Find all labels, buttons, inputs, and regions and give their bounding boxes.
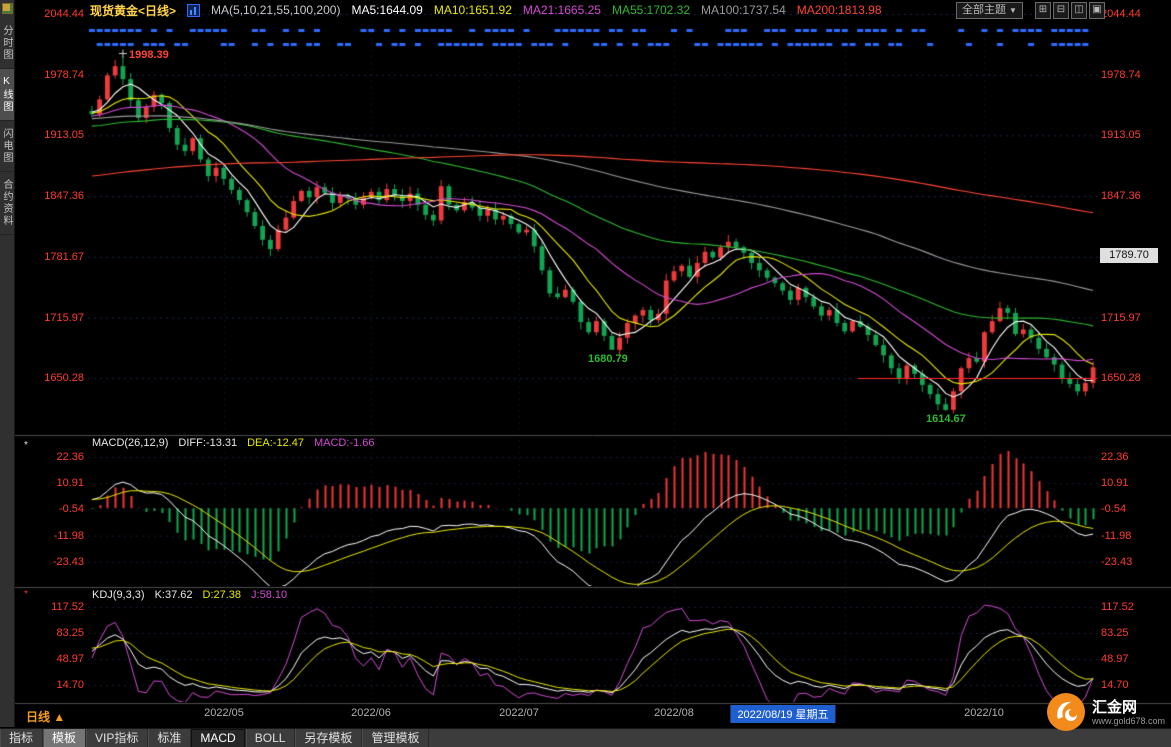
price-alert-badge: 1789.70 (1100, 248, 1158, 263)
symbol-title: 现货黄金<日线> (90, 2, 176, 19)
sidebar-item-timeline-chart[interactable]: 分时图 (0, 18, 14, 69)
d-value: D:27.38 (203, 589, 242, 601)
macd-tick-right: -0.54 (1101, 503, 1165, 515)
app-icon (2, 3, 13, 14)
j-value: J:58.10 (251, 589, 287, 601)
left-toolbar: 分时图 K线图 闪电图 合约资料 (0, 0, 15, 727)
price-tick-left: 1650.28 (30, 372, 84, 384)
macd-title: MACD(26,12,9) (92, 437, 168, 449)
macd-tick-right: -11.98 (1101, 530, 1165, 542)
huijin-logo-icon (1046, 692, 1086, 732)
theme-dropdown[interactable]: 全部主题▼ (956, 2, 1023, 19)
macd-tick-left: 22.36 (30, 451, 84, 463)
x-axis-label: 2022/08 (654, 707, 694, 719)
kdj-tick-right: 83.25 (1101, 627, 1165, 639)
macd-value: MACD:-1.66 (314, 437, 375, 449)
price-tick-left: 1847.36 (30, 190, 84, 202)
tile-grid-button[interactable]: ⊞ (1035, 2, 1051, 19)
macd-panel-header: MACD(26,12,9) DIFF:-13.31 DEA:-12.47 MAC… (92, 437, 375, 449)
kdj-tick-right: 48.97 (1101, 653, 1165, 665)
low-price-annotation: 1614.67 (926, 413, 966, 425)
ma100-legend: MA100:1737.54 (701, 3, 786, 17)
peak-price-annotation: 1998.39 (129, 49, 169, 61)
price-tick-right: 1913.05 (1101, 129, 1165, 141)
ma200-legend: MA200:1813.98 (797, 3, 882, 17)
logo-site-name: 汇金网 (1092, 699, 1165, 716)
theme-dropdown-label: 全部主题 (962, 4, 1006, 16)
diff-value: DIFF:-13.31 (178, 437, 237, 449)
chart-canvas[interactable] (0, 0, 1171, 747)
sidebar-item-contract-info[interactable]: 合约资料 (0, 172, 14, 235)
ma10-legend: MA10:1651.92 (434, 3, 512, 17)
kdj-tick-right: 117.52 (1101, 601, 1165, 613)
macd-pane-marker-icon: * (24, 440, 28, 451)
x-axis-label: 2022/10 (964, 707, 1004, 719)
ma21-legend: MA21:1665.25 (523, 3, 601, 17)
tab-boll[interactable]: BOLL (246, 729, 296, 747)
chart-header: 现货黄金<日线> MA(5,10,21,55,100,200) MA5:1644… (90, 0, 882, 20)
k-value: K:37.62 (155, 589, 193, 601)
tab-templates[interactable]: 模板 (43, 729, 86, 747)
tab-manage-template[interactable]: 管理模板 (362, 729, 429, 747)
tile-horizontal-button[interactable]: ⊟ (1053, 2, 1069, 19)
kdj-tick-right: 14.70 (1101, 679, 1165, 691)
low-price-annotation: 1680.79 (588, 353, 628, 365)
period-selector[interactable]: 日线 ▲ (26, 708, 65, 725)
price-tick-left: 1781.67 (30, 251, 84, 263)
price-tick-right: 2044.44 (1101, 8, 1165, 20)
tile-vertical-button[interactable]: ◫ (1071, 2, 1087, 19)
kdj-tick-left: 14.70 (30, 679, 84, 691)
kdj-tick-left: 48.97 (30, 653, 84, 665)
kdj-title: KDJ(9,3,3) (92, 589, 145, 601)
logo-site-url: www.gold678.com (1092, 716, 1165, 726)
sidebar-item-flash-chart[interactable]: 闪电图 (0, 121, 14, 172)
price-tick-right: 1650.28 (1101, 372, 1165, 384)
macd-tick-left: -23.43 (30, 556, 84, 568)
sidebar-item-kline-chart[interactable]: K线图 (0, 69, 14, 121)
price-tick-left: 1715.97 (30, 312, 84, 324)
ma-settings-label: MA(5,10,21,55,100,200) (211, 3, 340, 17)
tab-indicators[interactable]: 指标 (0, 729, 43, 747)
x-axis-label: 2022/07 (499, 707, 539, 719)
site-watermark: 汇金网 www.gold678.com (1046, 692, 1165, 732)
macd-tick-left: -11.98 (30, 530, 84, 542)
tab-save-template[interactable]: 另存模板 (295, 729, 362, 747)
tab-macd[interactable]: MACD (191, 729, 245, 747)
kdj-panel-header: KDJ(9,3,3) K:37.62 D:27.38 J:58.10 (92, 589, 287, 601)
price-tick-left: 1913.05 (30, 129, 84, 141)
tab-vip-indicators[interactable]: VIP指标 (86, 729, 148, 747)
price-tick-right: 1978.74 (1101, 69, 1165, 81)
trading-app-window: 分时图 K线图 闪电图 合约资料 现货黄金<日线> MA(5,10,21,55,… (0, 0, 1171, 747)
price-tick-left: 2044.44 (30, 8, 84, 20)
ma5-legend: MA5:1644.09 (351, 3, 422, 17)
maximize-button[interactable]: ▣ (1089, 2, 1105, 19)
chevron-down-icon: ▼ (1009, 6, 1017, 15)
kdj-pane-marker-icon: * (24, 589, 28, 600)
crosshair-date-badge: 2022/08/19 星期五 (730, 705, 835, 723)
macd-tick-left: 10.91 (30, 477, 84, 489)
macd-tick-right: 22.36 (1101, 451, 1165, 463)
x-axis-label: 2022/06 (351, 707, 391, 719)
layout-buttons: ⊞ ⊟ ◫ ▣ (1035, 2, 1105, 19)
signal-flag-icon (187, 4, 200, 17)
kdj-tick-left: 117.52 (30, 601, 84, 613)
bottom-tab-bar: 指标 模板 VIP指标 标准 MACD BOLL 另存模板 管理模板 (0, 728, 1171, 747)
macd-tick-right: -23.43 (1101, 556, 1165, 568)
macd-tick-left: -0.54 (30, 503, 84, 515)
price-tick-left: 1978.74 (30, 69, 84, 81)
kdj-tick-left: 83.25 (30, 627, 84, 639)
price-tick-right: 1847.36 (1101, 190, 1165, 202)
price-tick-right: 1715.97 (1101, 312, 1165, 324)
dea-value: DEA:-12.47 (247, 437, 304, 449)
x-axis-label: 2022/05 (204, 707, 244, 719)
ma55-legend: MA55:1702.32 (612, 3, 690, 17)
macd-tick-right: 10.91 (1101, 477, 1165, 489)
tab-standard[interactable]: 标准 (148, 729, 191, 747)
